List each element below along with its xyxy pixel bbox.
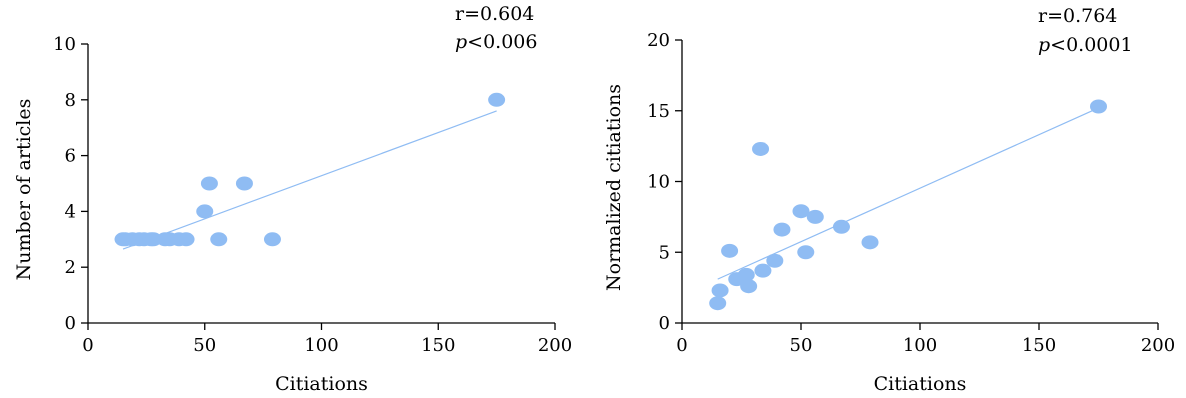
x-tick-label: 200 — [538, 335, 572, 356]
data-point — [737, 267, 755, 282]
data-point — [200, 176, 218, 191]
x-tick-label: 0 — [676, 335, 687, 356]
data-point — [210, 232, 228, 247]
data-point — [235, 176, 253, 191]
data-point — [711, 283, 729, 298]
data-point — [766, 253, 784, 268]
data-point — [721, 243, 739, 258]
p-value-threshold: <0.0001 — [1050, 34, 1132, 56]
x-tick-label: 50 — [193, 335, 216, 356]
x-tick-label: 0 — [82, 335, 93, 356]
data-point — [709, 296, 727, 311]
x-tick-label: 100 — [903, 335, 937, 356]
x-tick-label: 150 — [421, 335, 455, 356]
panel-articles-vs-citations: 0 50 100 150 200 0 2 4 6 8 10 Citiations Number of a… — [13, 3, 572, 395]
y-tick-label: 20 — [647, 30, 670, 51]
y-tick-label: 15 — [647, 101, 670, 122]
correlation-r-text: r=0.764 — [1038, 5, 1117, 27]
p-value-symbol: p — [455, 31, 467, 53]
p-value-text: p<0.006 — [455, 31, 538, 53]
p-value-symbol: p — [1038, 34, 1050, 56]
data-point — [861, 235, 879, 250]
regression-line — [717, 107, 1099, 280]
y-axis-title: Number of articles — [13, 99, 35, 281]
data-point — [832, 219, 850, 234]
data-point — [740, 279, 758, 294]
regression-line — [122, 110, 497, 250]
x-axis-title: Citiations — [275, 373, 368, 395]
p-value-text: p<0.0001 — [1038, 34, 1133, 56]
y-tick-label: 10 — [647, 172, 670, 193]
x-tick-label: 150 — [1022, 335, 1056, 356]
x-tick-label: 50 — [790, 335, 813, 356]
data-point — [1090, 99, 1107, 114]
y-tick-label: 10 — [53, 34, 76, 55]
data-point — [263, 232, 281, 247]
y-tick-label: 2 — [65, 257, 76, 278]
data-point — [177, 232, 195, 247]
y-tick-label: 0 — [65, 313, 76, 334]
y-tick-label: 5 — [659, 242, 670, 263]
data-point — [196, 204, 214, 219]
p-value-threshold: <0.006 — [467, 31, 537, 53]
data-point — [797, 245, 815, 260]
x-tick-label: 100 — [304, 335, 338, 356]
x-tick-label: 200 — [1141, 335, 1175, 356]
data-point — [773, 222, 791, 237]
y-tick-label: 6 — [65, 146, 76, 167]
correlation-r-text: r=0.604 — [455, 3, 534, 25]
data-point — [754, 263, 772, 278]
y-tick-label: 0 — [659, 313, 670, 334]
y-tick-label: 8 — [65, 90, 76, 111]
panel-normalized-vs-citations: 0 50 100 150 200 0 5 10 15 20 Citiations Normalized… — [603, 5, 1175, 395]
data-point — [792, 204, 810, 219]
data-point — [488, 92, 506, 107]
y-tick-label: 4 — [65, 201, 76, 222]
data-point — [752, 141, 770, 156]
y-axis-title: Normalized citiations — [603, 84, 625, 291]
data-point — [144, 232, 162, 247]
x-axis-title: Citiations — [874, 373, 967, 395]
data-point — [806, 209, 824, 224]
